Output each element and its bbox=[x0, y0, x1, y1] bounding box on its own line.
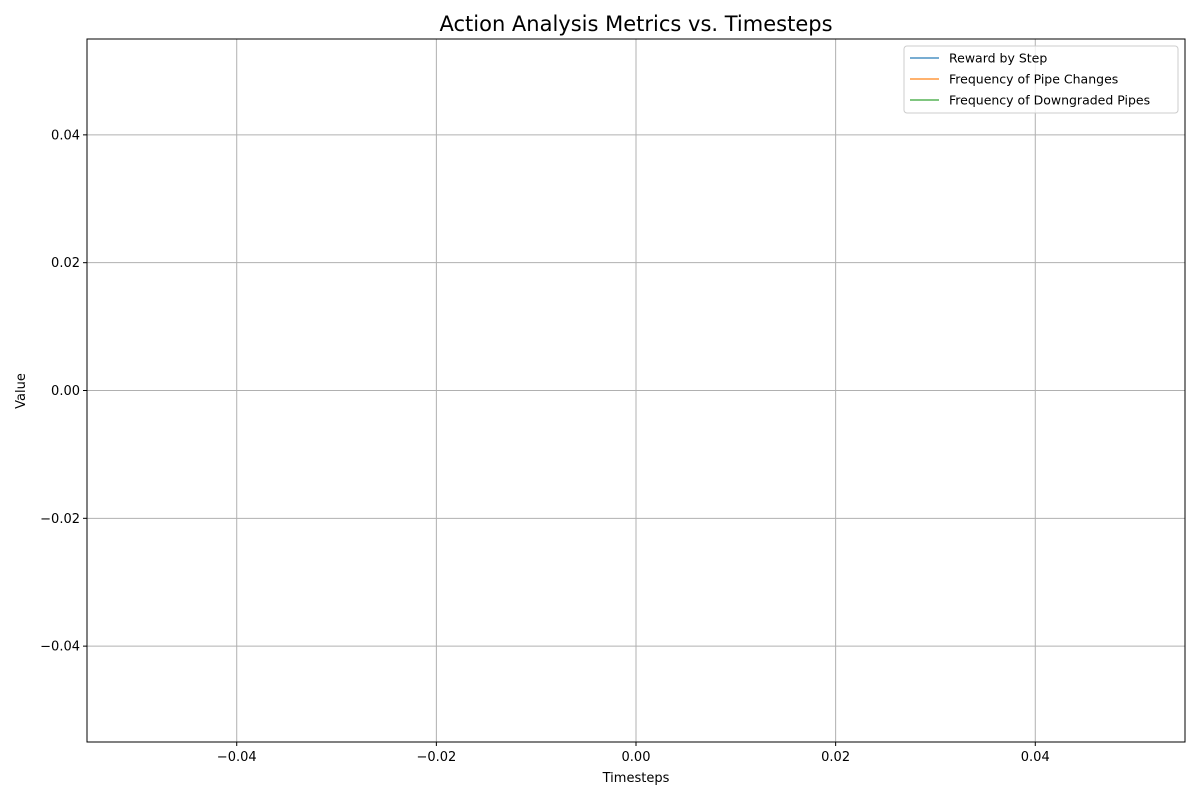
x-tick-label: 0.04 bbox=[1021, 750, 1050, 765]
y-tick-label: 0.02 bbox=[51, 256, 80, 271]
legend-label: Frequency of Downgraded Pipes bbox=[949, 93, 1150, 108]
axis-ticks: −0.04 −0.02 0.00 0.02 0.04 0.04 0.02 0.00 −0.02 −… bbox=[40, 128, 1050, 765]
legend-label: Reward by Step bbox=[949, 51, 1047, 66]
x-tick-label: −0.02 bbox=[416, 750, 456, 765]
chart-title: Action Analysis Metrics vs. Timesteps bbox=[439, 12, 832, 36]
y-tick-label: 0.00 bbox=[51, 384, 80, 399]
legend: Reward by Step Frequency of Pipe Changes F… bbox=[903, 45, 1179, 114]
legend-box bbox=[903, 45, 1179, 114]
y-tick-label: 0.04 bbox=[51, 128, 80, 143]
y-tick-label: −0.04 bbox=[40, 640, 80, 655]
y-tick-label: −0.02 bbox=[40, 512, 80, 527]
x-tick-label: −0.04 bbox=[217, 750, 257, 765]
y-axis-label: Value bbox=[14, 373, 29, 409]
legend-label: Frequency of Pipe Changes bbox=[949, 72, 1118, 87]
x-tick-label: 0.02 bbox=[821, 750, 850, 765]
x-axis-label: Timesteps bbox=[602, 771, 670, 786]
x-tick-label: 0.00 bbox=[622, 750, 651, 765]
grid-lines bbox=[87, 39, 1185, 742]
